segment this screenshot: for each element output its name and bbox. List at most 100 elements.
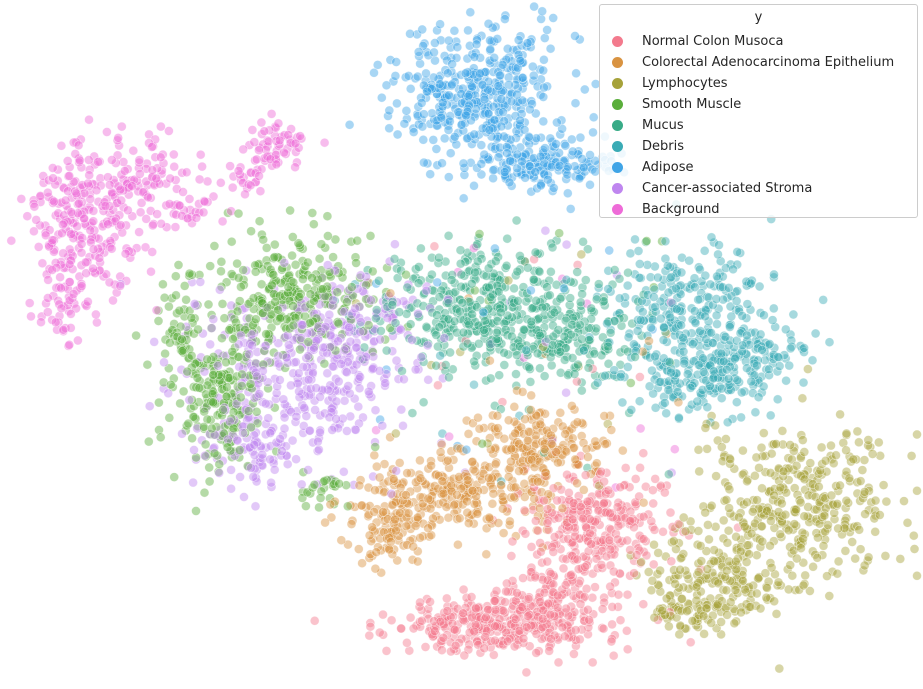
scatter-point	[342, 426, 352, 436]
scatter-point	[565, 570, 576, 581]
scatter-point	[777, 426, 788, 436]
scatter-point	[84, 114, 94, 125]
scatter-point	[678, 512, 689, 523]
scatter-point	[474, 423, 485, 434]
scatter-point	[459, 170, 470, 180]
scatter-point	[279, 423, 290, 434]
scatter-point	[405, 612, 416, 623]
scatter-point	[873, 437, 884, 448]
scatter-point	[604, 245, 615, 256]
scatter-point	[324, 309, 335, 320]
scatter-point	[333, 318, 344, 329]
scatter-point	[530, 572, 540, 583]
scatter-point	[581, 444, 592, 454]
scatter-point	[209, 241, 220, 251]
scatter-point	[247, 340, 257, 351]
scatter-point	[262, 302, 273, 313]
scatter-points	[6, 1, 922, 678]
scatter-point	[392, 555, 403, 566]
scatter-point	[493, 152, 504, 162]
scatter-point	[435, 616, 446, 627]
scatter-point	[554, 160, 565, 171]
scatter-point	[538, 116, 549, 127]
scatter-point	[502, 43, 513, 54]
scatter-point	[344, 322, 354, 333]
scatter-point	[552, 590, 563, 601]
scatter-point	[346, 282, 357, 292]
scatter-point	[204, 462, 214, 473]
scatter-point	[122, 164, 133, 174]
scatter-point	[669, 444, 680, 455]
scatter-point	[222, 442, 233, 452]
scatter-point	[226, 465, 236, 475]
scatter-point	[799, 447, 810, 457]
scatter-point	[153, 316, 164, 326]
scatter-point	[521, 345, 532, 356]
scatter-point	[386, 488, 397, 499]
scatter-point	[458, 608, 468, 619]
scatter-point	[499, 131, 509, 142]
scatter-point	[710, 420, 721, 431]
scatter-point	[191, 506, 201, 516]
scatter-point	[725, 454, 736, 465]
scatter-point	[431, 511, 441, 521]
scatter-point	[586, 303, 597, 314]
scatter-point	[702, 564, 713, 574]
scatter-point	[721, 364, 732, 375]
scatter-point	[630, 474, 641, 484]
scatter-point	[419, 157, 429, 168]
scatter-point	[580, 562, 590, 572]
scatter-point	[515, 142, 526, 153]
scatter-point	[695, 326, 706, 336]
scatter-point	[377, 420, 388, 431]
scatter-point	[731, 397, 742, 408]
scatter-point	[375, 334, 385, 345]
scatter-point	[754, 281, 765, 292]
scatter-point	[635, 462, 645, 473]
scatter-point	[164, 126, 174, 136]
scatter-point	[450, 640, 461, 651]
scatter-point	[567, 401, 577, 411]
scatter-point	[577, 289, 587, 299]
scatter-point	[808, 561, 818, 572]
scatter-point	[470, 267, 480, 278]
scatter-point	[493, 81, 504, 91]
scatter-point	[443, 231, 454, 241]
scatter-point	[689, 306, 700, 316]
scatter-point	[458, 584, 469, 595]
scatter-point	[634, 396, 645, 407]
scatter-point	[679, 358, 690, 369]
scatter-point	[547, 242, 558, 253]
scatter-point	[435, 19, 445, 30]
scatter-point	[390, 71, 401, 81]
scatter-point	[305, 425, 315, 436]
scatter-point	[912, 570, 922, 581]
scatter-point	[491, 586, 502, 596]
scatter-point	[508, 45, 519, 55]
scatter-point	[216, 256, 227, 267]
scatter-point	[217, 299, 228, 309]
scatter-point	[415, 532, 425, 543]
scatter-point	[391, 355, 402, 366]
scatter-point	[769, 596, 780, 607]
scatter-point	[371, 305, 382, 315]
scatter-point	[24, 298, 35, 308]
scatter-point	[66, 309, 76, 319]
scatter-point	[614, 293, 625, 304]
scatter-point	[433, 341, 443, 352]
scatter-point	[408, 623, 419, 634]
scatter-point	[115, 281, 125, 291]
scatter-point	[452, 42, 463, 53]
scatter-point	[376, 92, 387, 103]
scatter-point	[299, 402, 310, 413]
scatter-point	[463, 25, 473, 36]
scatter-point	[194, 270, 205, 280]
scatter-point	[585, 180, 595, 190]
scatter-point	[798, 580, 809, 591]
scatter-point	[318, 342, 329, 353]
scatter-point	[484, 282, 494, 293]
scatter-point	[597, 604, 608, 614]
scatter-point	[265, 428, 276, 438]
scatter-point	[515, 115, 525, 126]
scatter-point	[706, 232, 717, 243]
